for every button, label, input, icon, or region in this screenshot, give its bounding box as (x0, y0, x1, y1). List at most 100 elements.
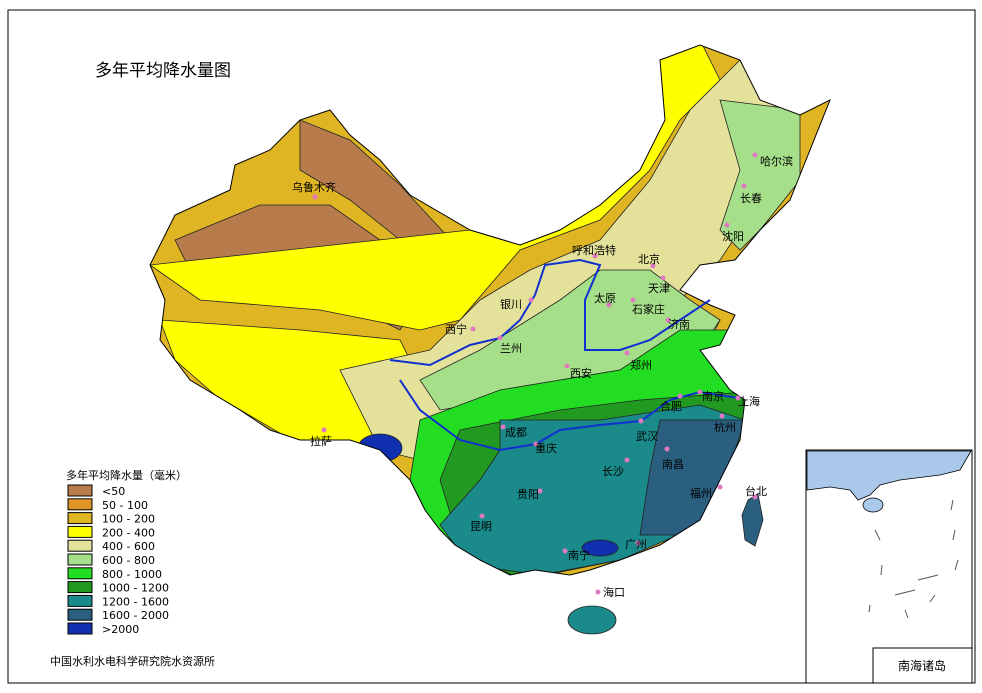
inset-mainland (806, 450, 972, 501)
inset-frame (805, 449, 973, 684)
city-label: 呼和浩特 (572, 243, 616, 257)
city-dot (606, 302, 612, 308)
city-dot (528, 297, 534, 303)
legend-swatch (67, 581, 93, 594)
legend-label: 1000 - 1200 (102, 582, 169, 595)
city-dot (533, 441, 539, 447)
city-dot (664, 446, 670, 452)
legend-label: 100 - 200 (102, 513, 155, 526)
city-label: 南宁 (568, 548, 590, 562)
zone-600-800-northeast (719, 99, 801, 251)
legend-swatch (67, 622, 93, 635)
hainan-island (567, 605, 617, 635)
city-dot (592, 253, 598, 259)
legend-swatch (67, 512, 93, 525)
city-label: 沈阳 (722, 229, 744, 243)
yellow-river (389, 258, 711, 367)
city-dot (470, 326, 476, 332)
taiwan-island (741, 493, 764, 547)
legend-label: >2000 (102, 623, 139, 636)
zone-gt2000-south (581, 539, 619, 557)
city-dot (717, 484, 723, 490)
legend-label: 200 - 400 (102, 526, 155, 539)
legend-label: 1600 - 2000 (102, 609, 169, 622)
city-dot (562, 548, 568, 554)
city-label: 长沙 (602, 465, 624, 478)
city-label: 济南 (668, 317, 690, 331)
city-label: 重庆 (535, 441, 557, 455)
legend-label: 400 - 600 (102, 540, 155, 553)
legend-label: 800 - 1000 (102, 568, 162, 581)
city-label: 西宁 (445, 322, 467, 336)
legend-label: 600 - 800 (102, 554, 155, 567)
city-label: 拉萨 (310, 434, 332, 448)
legend-swatch (67, 567, 93, 580)
city-dot (719, 413, 725, 419)
city-label: 乌鲁木齐 (292, 180, 336, 194)
city-dot (321, 427, 327, 433)
city-label: 哈尔滨 (760, 154, 793, 168)
city-label: 台北 (745, 484, 767, 498)
city-label: 上海 (738, 394, 760, 408)
city-label: 福州 (690, 486, 712, 500)
legend-swatch (67, 594, 93, 607)
legend-swatch (67, 484, 93, 497)
city-dot (537, 488, 543, 494)
city-dot (752, 494, 758, 500)
legend-title: 多年平均降水量（毫米） (66, 468, 187, 482)
legend-swatch (67, 498, 93, 511)
legend-label: 50 - 100 (102, 499, 148, 512)
city-dot (595, 589, 601, 595)
city-dot (312, 194, 318, 200)
legend-label: 1200 - 1600 (102, 595, 169, 608)
city-dot (624, 350, 630, 356)
city-label: 天津 (648, 282, 670, 295)
city-label: 兰州 (500, 342, 522, 355)
city-dot (660, 275, 666, 281)
city-dot (638, 418, 644, 424)
city-dot (479, 513, 485, 519)
credit: 中国水利水电科学研究院水资源所 (50, 654, 215, 668)
city-label: 南昌 (662, 458, 684, 471)
map-title: 多年平均降水量图 (95, 61, 231, 81)
city-dot (665, 317, 671, 323)
city-dot (500, 424, 506, 430)
city-dot (650, 263, 656, 269)
city-label: 昆明 (470, 520, 492, 533)
inset-hainan (862, 497, 884, 513)
city-dot (630, 297, 636, 303)
city-label: 武汉 (636, 430, 658, 443)
city-dot (724, 222, 730, 228)
city-label: 海口 (603, 585, 625, 599)
city-label: 广州 (625, 538, 647, 551)
city-label: 长春 (740, 192, 762, 205)
city-dot (564, 363, 570, 369)
city-dot (697, 389, 703, 395)
inset-label-box (872, 647, 973, 684)
city-label: 西安 (570, 366, 592, 380)
legend-swatch (67, 525, 93, 538)
inset-label: 南海诸岛 (898, 658, 946, 673)
city-label: 成都 (505, 426, 527, 439)
south-china-sea-inset: 南海诸岛 (805, 449, 973, 684)
legend-swatch (67, 539, 93, 552)
legend-swatch (67, 553, 93, 566)
city-label: 石家庄 (632, 302, 665, 316)
city-label: 北京 (638, 252, 660, 266)
city-label: 杭州 (714, 420, 736, 434)
city-dot (752, 152, 758, 158)
city-label: 贵阳 (517, 488, 539, 501)
city-label: 太原 (594, 292, 616, 305)
city-label: 郑州 (630, 358, 652, 372)
city-dot (741, 183, 747, 189)
legend-swatch (67, 608, 93, 621)
city-dot (677, 393, 683, 399)
inset-islands (868, 499, 959, 619)
city-label: 南京 (702, 389, 724, 403)
city-label: 银川 (500, 297, 522, 311)
city-dot (735, 395, 741, 401)
city-label: 合肥 (660, 399, 682, 413)
city-dot (624, 457, 630, 463)
